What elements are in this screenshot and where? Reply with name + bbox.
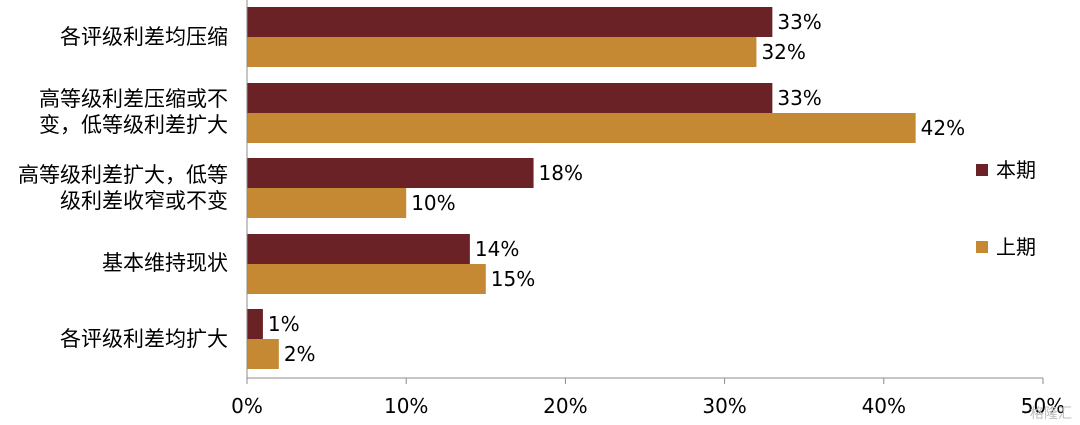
x-tick-label-2: 20% <box>543 394 587 418</box>
bar-current-2 <box>247 158 534 188</box>
legend-label-previous: 上期 <box>996 235 1036 259</box>
x-tick-label-5: 50% <box>1021 394 1065 418</box>
bar-previous-0 <box>247 37 757 67</box>
category-label-0-0: 各评级利差均压缩 <box>60 25 228 49</box>
value-label-previous-0: 32% <box>761 40 805 64</box>
category-labels-group: 各评级利差均压缩高等级利差压缩或不变，低等级利差扩大高等级利差扩大，低等级利差收… <box>18 25 228 351</box>
x-tick-label-1: 10% <box>384 394 428 418</box>
bar-current-0 <box>247 7 773 37</box>
value-label-previous-1: 42% <box>921 116 965 140</box>
category-label-1-1: 变，低等级利差扩大 <box>39 113 228 137</box>
category-label-1-0: 高等级利差压缩或不 <box>39 87 228 111</box>
legend-swatch-previous <box>976 241 988 253</box>
x-tick-label-4: 40% <box>862 394 906 418</box>
bar-previous-4 <box>247 339 279 369</box>
value-label-previous-4: 2% <box>284 342 316 366</box>
watermark: 格隆汇 <box>1030 406 1072 422</box>
bar-current-3 <box>247 234 470 264</box>
value-label-previous-2: 10% <box>411 191 455 215</box>
value-label-current-3: 14% <box>475 237 519 261</box>
value-label-current-0: 33% <box>777 10 821 34</box>
bar-previous-3 <box>247 264 486 294</box>
category-label-3-0: 基本维持现状 <box>102 251 228 275</box>
category-label-2-1: 级利差收窄或不变 <box>60 189 228 213</box>
bar-previous-2 <box>247 188 407 218</box>
category-label-4-0: 各评级利差均扩大 <box>60 327 228 351</box>
x-tick-label-3: 30% <box>702 394 746 418</box>
value-labels-group: 33% 32% 33% 42% 18% 10% 14% 15% 1% 2% <box>268 10 965 366</box>
bar-previous-1 <box>247 113 916 143</box>
bar-current-4 <box>247 309 263 339</box>
value-label-previous-3: 15% <box>491 267 535 291</box>
value-label-current-1: 33% <box>777 86 821 110</box>
bars-group <box>247 7 916 369</box>
bar-current-1 <box>247 83 773 113</box>
value-label-current-2: 18% <box>539 161 583 185</box>
category-label-2-0: 高等级利差扩大，低等 <box>18 163 228 187</box>
x-tick-label-0: 0% <box>231 394 263 418</box>
x-axis: 0% 10% 20% 30% 40% 50% <box>231 0 1065 418</box>
value-label-current-4: 1% <box>268 312 300 336</box>
legend-label-current: 本期 <box>996 158 1036 182</box>
legend-swatch-current <box>976 164 988 176</box>
